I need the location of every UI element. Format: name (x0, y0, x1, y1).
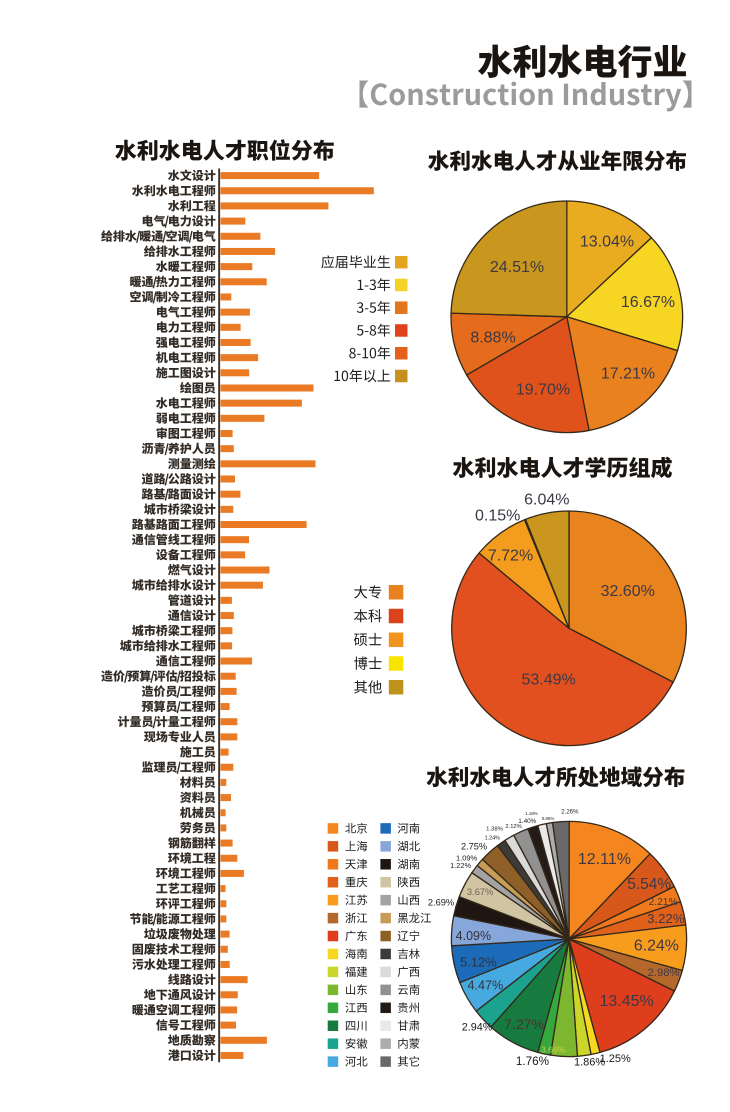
svg-text:3.66%: 3.66% (541, 1044, 566, 1054)
svg-text:1.09%: 1.09% (456, 853, 478, 862)
svg-text:53.49%: 53.49% (521, 672, 575, 689)
svg-text:1.40%: 1.40% (518, 818, 536, 825)
svg-text:7.27%: 7.27% (504, 1016, 544, 1032)
svg-text:6.04%: 6.04% (524, 491, 569, 508)
svg-text:1.38%: 1.38% (486, 826, 503, 832)
svg-text:17.21%: 17.21% (601, 366, 655, 383)
svg-text:0.15%: 0.15% (475, 507, 520, 524)
svg-text:2.98%: 2.98% (648, 967, 680, 979)
svg-text:13.45%: 13.45% (599, 993, 653, 1010)
svg-text:4.47%: 4.47% (467, 978, 503, 992)
svg-text:2.69%: 2.69% (428, 898, 454, 908)
svg-text:7.72%: 7.72% (488, 548, 533, 565)
svg-text:1.25%: 1.25% (600, 1053, 631, 1065)
svg-text:3.22%: 3.22% (647, 911, 685, 926)
svg-text:1.86%: 1.86% (574, 1056, 605, 1068)
svg-text:1.76%: 1.76% (516, 1055, 549, 1068)
svg-text:8.88%: 8.88% (470, 329, 515, 346)
svg-text:4.09%: 4.09% (456, 929, 491, 943)
svg-text:5.54%: 5.54% (627, 876, 671, 893)
svg-text:5.12%: 5.12% (460, 955, 497, 970)
svg-text:3.67%: 3.67% (467, 886, 494, 897)
svg-text:0.86%: 0.86% (542, 816, 555, 821)
svg-text:6.24%: 6.24% (634, 938, 679, 955)
svg-text:24.51%: 24.51% (490, 259, 544, 276)
svg-text:13.04%: 13.04% (580, 233, 634, 250)
svg-text:2.26%: 2.26% (561, 809, 579, 816)
svg-text:12.11%: 12.11% (578, 851, 631, 868)
svg-text:16.67%: 16.67% (621, 294, 675, 311)
svg-text:2.12%: 2.12% (505, 824, 521, 830)
svg-text:2.75%: 2.75% (461, 841, 487, 851)
svg-text:1.22%: 1.22% (450, 861, 471, 870)
svg-text:19.70%: 19.70% (516, 381, 570, 398)
svg-text:32.60%: 32.60% (601, 583, 655, 600)
svg-text:1.18%: 1.18% (525, 811, 538, 816)
svg-text:2.94%: 2.94% (462, 1021, 493, 1033)
svg-text:2.21%: 2.21% (649, 897, 678, 908)
svg-text:1.24%: 1.24% (485, 835, 500, 841)
